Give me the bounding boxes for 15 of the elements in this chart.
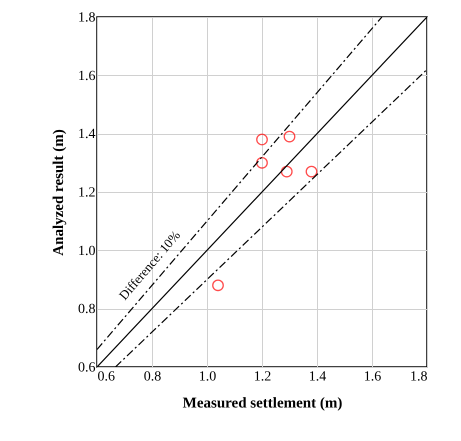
x-tick-label: 1.8 <box>410 370 428 384</box>
x-tick-label: 1.6 <box>364 370 382 384</box>
y-tick-label: 0.8 <box>78 302 96 318</box>
y-tick-label: 1.4 <box>78 127 96 142</box>
y-tick-label: 1.2 <box>78 186 96 200</box>
y-tick-label: 1.8 <box>78 10 96 26</box>
y-tick-label: 1.6 <box>78 68 96 84</box>
y-axis-title: Analyzed result (m) <box>51 129 67 256</box>
x-tick-label: 1.2 <box>254 370 272 384</box>
x-tick-label: 0.6 <box>98 370 115 384</box>
x-axis-title: Measured settlement (m) <box>182 396 342 412</box>
x-tick-label: 1.4 <box>308 370 326 384</box>
y-tick-label: 1.0 <box>78 244 96 259</box>
x-tick-label: 1.0 <box>198 370 216 384</box>
x-tick-label: 0.8 <box>144 370 162 384</box>
